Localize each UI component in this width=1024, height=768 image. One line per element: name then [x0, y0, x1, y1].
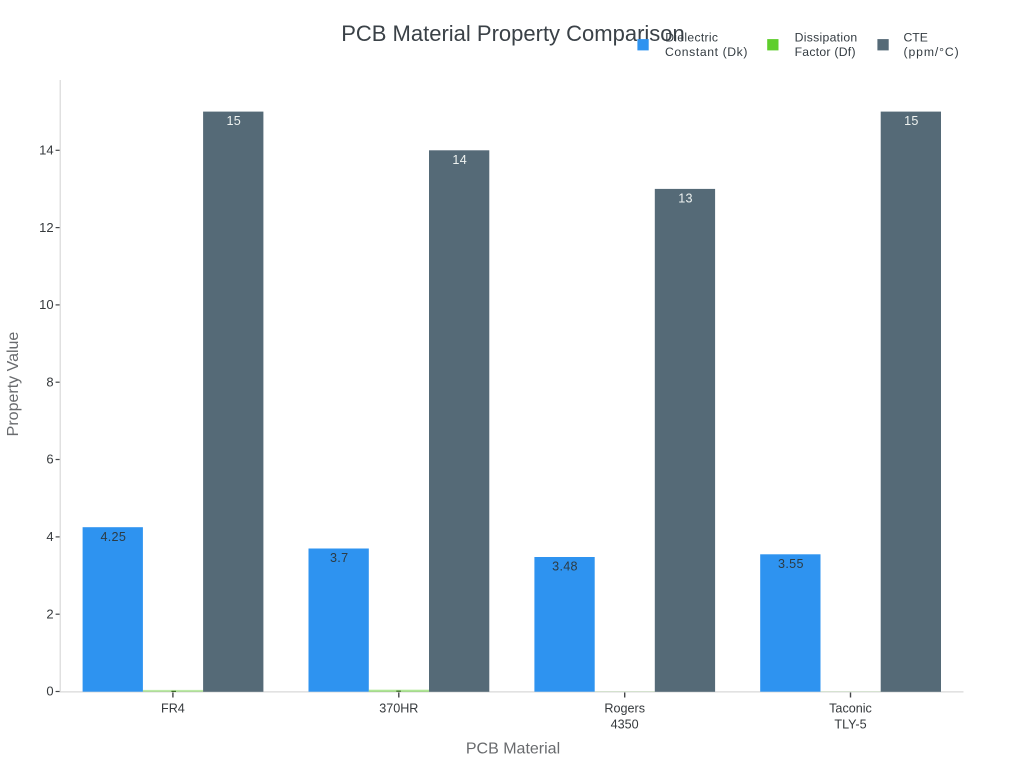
- svg-text:15: 15: [226, 114, 241, 128]
- svg-text:Constant (Dk): Constant (Dk): [665, 45, 748, 59]
- svg-text:370HR: 370HR: [379, 701, 418, 715]
- svg-text:2: 2: [46, 606, 53, 621]
- svg-text:15: 15: [904, 114, 919, 128]
- svg-text:Taconic: Taconic: [829, 701, 872, 715]
- svg-text:3.7: 3.7: [330, 551, 348, 565]
- svg-text:PCB Material: PCB Material: [466, 740, 560, 757]
- svg-text:6: 6: [46, 452, 53, 467]
- svg-text:4.25: 4.25: [100, 530, 126, 544]
- svg-text:Dielectric: Dielectric: [665, 31, 718, 45]
- svg-text:PCB Material Property Comparis: PCB Material Property Comparison: [341, 21, 685, 46]
- svg-text:(ppm/°C): (ppm/°C): [904, 45, 960, 59]
- svg-text:Property Value: Property Value: [5, 332, 22, 437]
- svg-text:12: 12: [39, 220, 53, 235]
- svg-text:TLY-5: TLY-5: [834, 717, 866, 731]
- svg-text:Factor (Df): Factor (Df): [795, 45, 856, 59]
- svg-text:3.55: 3.55: [778, 557, 804, 571]
- svg-text:4: 4: [46, 529, 53, 544]
- svg-text:8: 8: [46, 374, 53, 389]
- svg-text:13: 13: [678, 192, 693, 206]
- svg-text:14: 14: [452, 153, 467, 167]
- svg-text:Dissipation: Dissipation: [795, 31, 858, 45]
- svg-text:FR4: FR4: [161, 701, 185, 715]
- svg-text:14: 14: [39, 143, 53, 158]
- svg-text:4350: 4350: [611, 717, 639, 731]
- svg-text:CTE: CTE: [904, 31, 928, 45]
- svg-text:10: 10: [39, 297, 53, 312]
- svg-text:0: 0: [46, 684, 53, 699]
- svg-text:3.48: 3.48: [552, 560, 578, 574]
- svg-text:Rogers: Rogers: [604, 701, 645, 715]
